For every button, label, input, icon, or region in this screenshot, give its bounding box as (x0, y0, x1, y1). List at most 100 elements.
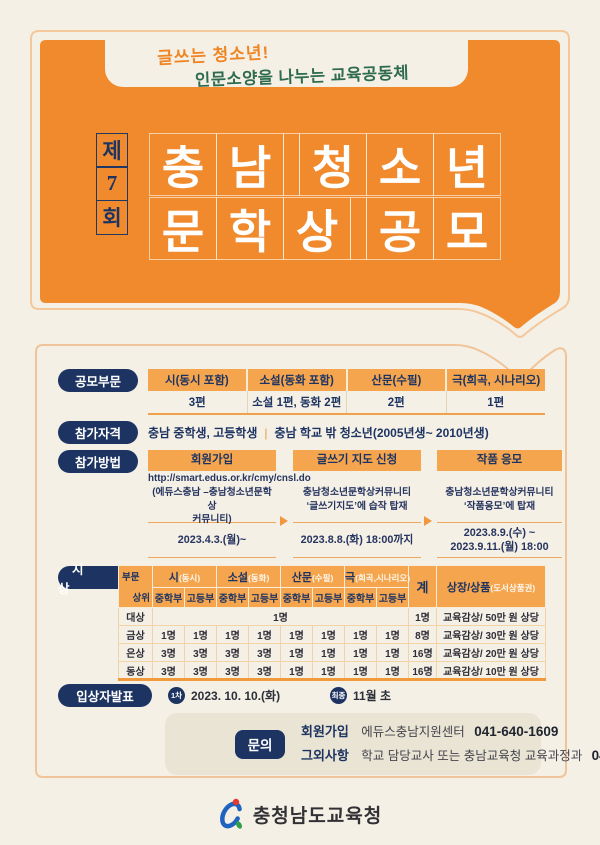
footer: 충청남도교육청 (0, 797, 600, 831)
award-subheader: 고등부 (375, 587, 410, 608)
step-desc-line: 커뮤니티) (192, 514, 232, 526)
award-merged-cell: 1명 (151, 607, 410, 626)
divider (293, 557, 421, 558)
cne-logo-icon (219, 798, 242, 829)
step-description: http://smart.edus.or.kr/cmy/cnsl.do (에듀스… (148, 473, 311, 525)
divider (293, 522, 421, 523)
category-header: 극(희곡, 시나리오) (447, 369, 545, 391)
step-date-line: 2023.4.3.(월)~ (177, 533, 247, 546)
step-header: 작품 응모 (437, 450, 562, 471)
section-label-announcement: 입상자발표 (58, 684, 152, 707)
awards-table: 부문 상위 시(동시) 소설(동화) 산문(수필) 극(희곡,시나리오) 계 상… (118, 565, 547, 681)
org-name: 충청남도교육청 (252, 805, 383, 827)
award-row-silver: 은상 3명 3명 3명 3명 1명 1명 1명 1명 16명 교육감상/ 20만… (118, 643, 547, 662)
edition-char: 7 (96, 166, 128, 201)
round-badge: 1차 (168, 687, 185, 704)
step-date: 2023.8.8.(화) 18:00까지 (293, 523, 421, 557)
step-description: 충남청소년문학상커뮤니티 ‘글쓰기지도’에 습작 탑재 (293, 477, 421, 522)
award-row-gold: 금상 1명 1명 1명 1명 1명 1명 1명 1명 8명 교육감상/ 30만 … (118, 625, 547, 644)
contact-phone: 041-640-7251 (591, 748, 600, 763)
divider (437, 557, 562, 558)
award-subheader: 중학부 (280, 587, 313, 608)
contact-box: 문의 회원가입 에듀스충남지원센터 041-640-1609 그외사항 학교 담… (165, 713, 600, 775)
announcement-first: 1차 2023. 10. 10.(화) (168, 687, 280, 704)
award-row-grand: 대상 1명 1명 교육감상/ 50만 원 상당 (118, 607, 547, 626)
announcement-date: 2023. 10. 10.(화) (191, 689, 281, 703)
contact-text: 학교 담당교사 또는 충남교육청 교육과정과 (361, 749, 583, 763)
tagline-tab: 글쓰는 청소년! 인문소양을 나누는 교육공동체 (105, 40, 468, 90)
awards-corner-cell: 부문 상위 (118, 565, 153, 608)
edition-char: 제 (96, 132, 128, 168)
section-label-categories: 공모부문 (58, 369, 138, 392)
step-header: 회원가입 (148, 450, 276, 471)
eligibility-separator: | (264, 425, 268, 440)
step-date: 2023.8.9.(수) ~ 2023.9.11.(월) 18:00 (437, 523, 562, 557)
divider (148, 557, 276, 558)
contact-label: 문의 (235, 729, 285, 759)
title-spacer (350, 197, 367, 260)
title-row-1: 충 남 청 소 년 (149, 133, 501, 196)
category-value: 2편 (347, 391, 447, 413)
categories-value-row: 3편 소설 1편, 동화 2편 2편 1편 (148, 391, 545, 413)
step-desc-line: ‘글쓰기지도’에 습작 탑재 (306, 500, 408, 512)
arrow-right-icon (424, 516, 432, 526)
categories-header-row: 시(동시 포함) 소설(동화 포함) 산문(수필) 극(희곡, 시나리오) (148, 369, 545, 391)
step-date-line: 2023.8.9.(수) ~ (463, 526, 536, 539)
step-desc-line: (에듀스충남 –충남청소년문학상 (152, 486, 272, 512)
divider (148, 522, 276, 523)
title-char: 학 (216, 197, 284, 260)
corner-bottom-label: 상위 (132, 593, 150, 604)
award-group-drama: 극(희곡,시나리오) (343, 565, 410, 588)
step-desc-line: 충남청소년문학상커뮤니티 (302, 486, 412, 498)
step-writing-guidance: 글쓰기 지도 신청 충남청소년문학상커뮤니티 ‘글쓰기지도’에 습작 탑재 20… (293, 450, 421, 558)
arrow-right-icon (280, 516, 288, 526)
award-subheader: 고등부 (248, 587, 281, 608)
contact-row: 그외사항 학교 담당교사 또는 충남교육청 교육과정과 041-640-7251 (301, 744, 600, 768)
title-row-2: 문 학 상 공 모 (149, 197, 501, 260)
award-group-novel: 소설(동화) (216, 565, 281, 588)
title-char: 청 (299, 133, 367, 196)
category-header: 시(동시 포함) (148, 369, 248, 391)
title-char: 모 (433, 197, 501, 260)
step-date-line: 2023.9.11.(월) 18:00 (450, 541, 549, 553)
step-submission: 작품 응모 충남청소년문학상커뮤니티 ‘작품응모’에 탑재 2023.8.9.(… (437, 450, 562, 558)
category-value: 1편 (487, 397, 505, 409)
title-char: 문 (149, 197, 217, 260)
award-subheader: 고등부 (184, 587, 217, 608)
category-value: 3편 (148, 391, 248, 413)
award-subheader: 중학부 (152, 587, 185, 608)
contact-rows: 회원가입 에듀스충남지원센터 041-640-1609 그외사항 학교 담당교사… (301, 720, 600, 768)
award-subheader: 중학부 (216, 587, 249, 608)
eligibility-left: 충남 중학생, 고등학생 (148, 426, 258, 440)
contact-phone: 041-640-1609 (474, 724, 559, 739)
edition-char: 회 (96, 199, 128, 235)
step-date-line: 2023.8.8.(화) 18:00까지 (300, 533, 414, 546)
step-description: 충남청소년문학상커뮤니티 ‘작품응모’에 탑재 (437, 477, 562, 522)
award-group-prose: 산문(수필) (280, 565, 345, 588)
award-row-bronze: 동상 3명 3명 3명 3명 1명 1명 1명 1명 16명 교육감상/ 10만… (118, 661, 547, 680)
title-char: 소 (366, 133, 434, 196)
announcement-date: 11월 초 (353, 689, 392, 703)
round-badge: 최종 (330, 687, 347, 704)
contact-key: 회원가입 (301, 724, 349, 739)
section-label-how-to: 참가방법 (58, 450, 138, 473)
step-date: 2023.4.3.(월)~ (148, 523, 276, 557)
title-char: 공 (366, 197, 434, 260)
category-header: 산문(수필) (347, 369, 448, 391)
title-char: 충 (149, 133, 217, 196)
award-group-poetry: 시(동시) (152, 565, 217, 588)
title-char: 남 (216, 133, 284, 196)
announcement-final: 최종 11월 초 (330, 687, 391, 704)
eligibility-text: 충남 중학생, 고등학생 | 충남 학교 밖 청소년(2005년생~ 2010년… (148, 421, 489, 444)
step-desc-line: 충남청소년문학상커뮤니티 (445, 486, 554, 498)
awards-total-header: 계 (408, 565, 438, 608)
contact-row: 회원가입 에듀스충남지원센터 041-640-1609 (301, 720, 600, 744)
category-header: 소설(동화 포함) (247, 369, 348, 391)
contact-text: 에듀스충남지원센터 (361, 725, 465, 739)
awards-prize-header: 상장/상품(도서상품권) (436, 565, 547, 608)
award-subheader: 중학부 (344, 587, 377, 608)
category-value: 소설 1편, 동화 2편 (248, 391, 347, 413)
award-subheader: 고등부 (312, 587, 345, 608)
divider (437, 522, 562, 523)
